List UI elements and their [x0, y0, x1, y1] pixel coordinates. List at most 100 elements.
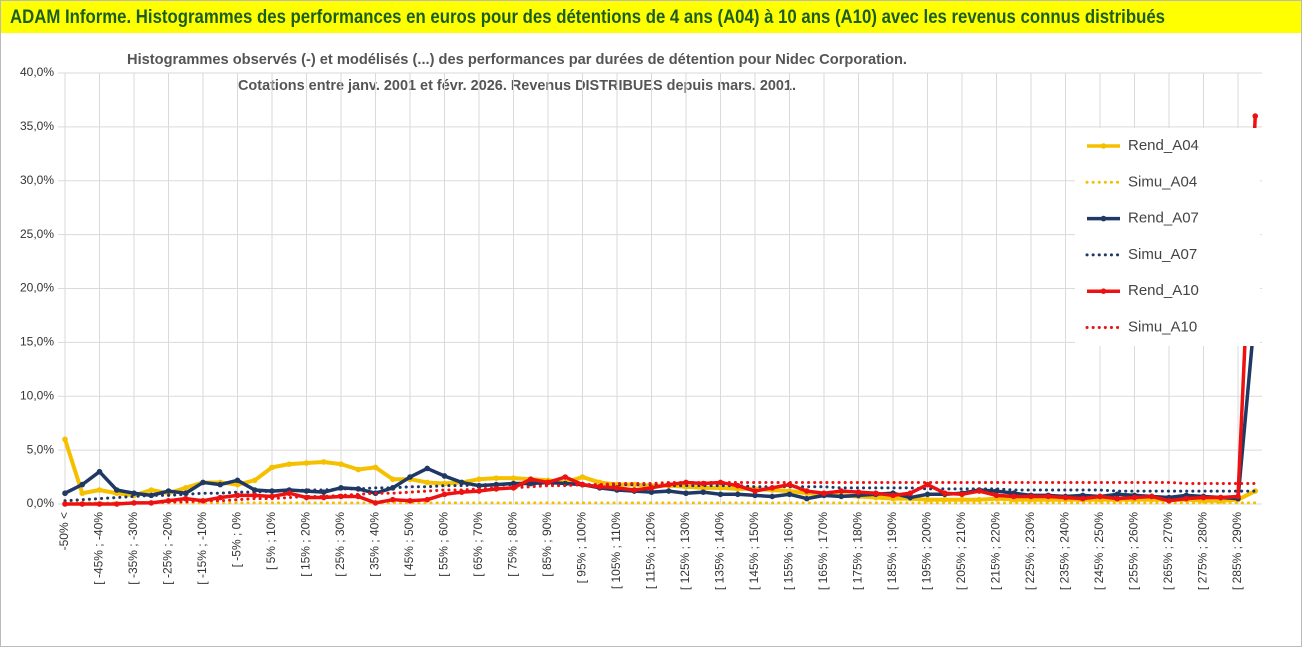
point: [1166, 497, 1172, 504]
x-tick-label: [ 195% ; 200%: [920, 512, 934, 590]
point: [1114, 495, 1121, 502]
point: [510, 475, 517, 481]
point: [993, 492, 1000, 499]
y-tick-label: 25,0%: [20, 227, 54, 241]
x-tick-label: [ 95% ; 100%: [575, 512, 589, 584]
x-tick-label: -50% <: [57, 512, 71, 550]
point: [441, 473, 448, 479]
point: [924, 491, 931, 498]
point: [234, 481, 241, 488]
x-tick-label: [ -35% ; -30%: [126, 512, 140, 585]
x-tick-label: [ 125% ; 130%: [678, 512, 692, 590]
x-tick-label: [ 165% ; 170%: [816, 512, 830, 590]
legend-label: Simu_A04: [1128, 173, 1197, 190]
y-tick-label: 40,0%: [20, 65, 54, 79]
y-tick-label: 0,0%: [27, 496, 55, 510]
point: [976, 496, 983, 503]
x-tick-label: [ 155% ; 160%: [782, 512, 796, 590]
x-tick-label: [ -25% ; -20%: [161, 512, 175, 585]
point: [959, 496, 965, 503]
x-tick-label: [ 45% ; 50%: [402, 512, 416, 577]
point: [734, 482, 741, 489]
point: [200, 497, 206, 504]
point: [493, 475, 500, 481]
subtitle: Cotations entre janv. 2001 et févr. 2026…: [238, 77, 796, 94]
point: [424, 479, 431, 486]
point: [769, 493, 776, 500]
point: [424, 465, 431, 472]
point: [1010, 493, 1017, 500]
point: [907, 494, 914, 501]
point: [62, 436, 68, 443]
point: [734, 491, 741, 498]
point: [217, 494, 224, 501]
point: [251, 492, 258, 499]
point: [1217, 494, 1224, 501]
point: [1114, 491, 1121, 498]
point: [614, 485, 620, 491]
x-tick-label: [ -15% ; -10%: [195, 512, 209, 585]
point: [79, 490, 86, 497]
x-tick-label: [ 25% ; 30%: [333, 512, 347, 577]
point: [424, 496, 431, 503]
point: [131, 490, 137, 497]
title-banner: [1, 1, 1301, 33]
point: [320, 489, 327, 495]
x-tick-label: [ 245% ; 250%: [1092, 512, 1106, 590]
x-tick-label: [ 175% ; 180%: [851, 512, 865, 590]
point: [907, 490, 914, 497]
point: [959, 491, 965, 498]
point: [286, 490, 293, 497]
point: [441, 491, 448, 498]
point: [1079, 495, 1086, 502]
y-tick-label: 35,0%: [20, 119, 54, 133]
x-tick-label: [ 235% ; 240%: [1058, 512, 1072, 590]
point: [1235, 493, 1241, 500]
x-tick-label: [ 85% ; 90%: [540, 512, 554, 577]
legend-label: Rend_A07: [1128, 210, 1199, 227]
x-tick-label: [ 15% ; 20%: [299, 512, 313, 577]
legend-marker: [1100, 288, 1107, 295]
point: [752, 488, 758, 494]
legend-box: [1075, 128, 1260, 346]
x-tick-label: [ 65% ; 70%: [471, 512, 485, 577]
point: [1252, 113, 1259, 119]
point: [372, 464, 379, 471]
x-tick-label: [ 105% ; 110%: [609, 512, 623, 589]
y-tick-label: 20,0%: [20, 281, 54, 295]
point: [631, 487, 638, 493]
x-tick-label: [ 285% ; 290%: [1230, 512, 1244, 590]
point: [113, 487, 120, 493]
point: [1062, 494, 1069, 501]
point: [407, 497, 413, 504]
point: [527, 476, 534, 483]
point: [458, 479, 465, 486]
legend-marker: [1100, 143, 1107, 149]
point: [320, 459, 327, 465]
point: [821, 490, 827, 497]
point: [303, 460, 310, 466]
point: [1200, 494, 1207, 501]
point: [700, 489, 707, 495]
x-tick-label: [ 75% ; 80%: [506, 512, 520, 577]
point: [355, 466, 362, 473]
point: [803, 495, 810, 502]
y-tick-label: 15,0%: [20, 335, 54, 349]
point: [665, 488, 672, 494]
point: [476, 476, 482, 483]
point: [717, 479, 724, 486]
point: [389, 496, 396, 503]
point: [1183, 495, 1190, 502]
legend-label: Rend_A10: [1128, 282, 1199, 299]
point: [372, 500, 379, 506]
chart-title: ADAM Informe. Histogrammes des performan…: [10, 7, 1165, 28]
point: [838, 493, 845, 500]
x-tick-label: [ 5% ; 10%: [264, 512, 278, 570]
point: [1097, 493, 1103, 500]
point: [79, 481, 86, 488]
point: [976, 488, 983, 494]
x-tick-label: [ 255% ; 260%: [1127, 512, 1141, 590]
x-tick-label: [ 185% ; 190%: [885, 512, 899, 590]
point: [855, 489, 862, 495]
